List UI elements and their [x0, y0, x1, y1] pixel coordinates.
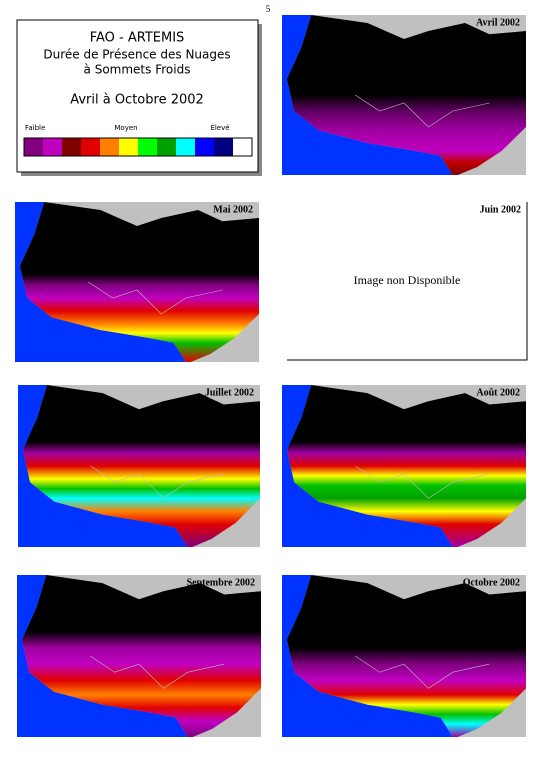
- color-swatch: [176, 138, 195, 156]
- panel-note: Image non Disponible: [354, 273, 461, 287]
- color-bar-border: [23, 137, 253, 157]
- land: [286, 575, 526, 737]
- border-lines: [355, 465, 490, 499]
- color-swatch: [138, 138, 157, 156]
- color-swatch: [119, 138, 138, 156]
- map-panels: Avril 2002 Mai 2002 Image non Disponible Ju…: [15, 15, 528, 737]
- land: [286, 15, 526, 175]
- border-lines: [88, 281, 223, 315]
- panel-frame: [287, 202, 528, 361]
- border-lines: [355, 94, 490, 128]
- legend-subtitle: à Sommets Froids: [84, 63, 191, 77]
- color-swatch: [214, 138, 233, 156]
- scale-label: Moyen: [114, 124, 137, 132]
- scale-label: Élevé: [210, 123, 229, 132]
- panel-label: Septembre 2002: [187, 577, 255, 588]
- color-swatch: [195, 138, 214, 156]
- panel-label: Juin 2002: [480, 204, 521, 215]
- ocean: [282, 575, 453, 737]
- legend-subtitle: Durée de Présence des Nuages: [43, 48, 230, 62]
- land: [22, 385, 261, 547]
- panel-label: Octobre 2002: [463, 577, 520, 588]
- land: [286, 385, 526, 547]
- land: [21, 575, 261, 737]
- color-bar: [23, 137, 253, 157]
- ocean: [18, 385, 188, 547]
- color-swatch: [24, 138, 43, 156]
- panel-label: Avril 2002: [476, 17, 520, 28]
- map-panel: Juillet 2002: [18, 385, 261, 547]
- legend-period: Avril à Octobre 2002: [70, 93, 204, 108]
- panel-label: Mai 2002: [213, 204, 253, 215]
- border-lines: [90, 655, 225, 689]
- legend-box: FAO - ARTEMIS Durée de Présence des Nuag…: [16, 19, 262, 176]
- legend-title: FAO - ARTEMIS: [90, 31, 185, 46]
- ocean: [15, 202, 186, 362]
- panel-label: Juillet 2002: [205, 387, 254, 398]
- color-swatch: [62, 138, 81, 156]
- scale-label: Faible: [25, 124, 45, 132]
- color-swatch: [81, 138, 100, 156]
- color-swatch: [100, 138, 119, 156]
- border-lines: [90, 465, 224, 499]
- panel-label: Août 2002: [476, 387, 520, 398]
- map-panel: Septembre 2002: [17, 575, 261, 737]
- ocean: [282, 385, 453, 547]
- color-swatch: [157, 138, 176, 156]
- ocean: [282, 15, 453, 175]
- map-panel: Image non Disponible Juin 2002: [287, 202, 528, 361]
- color-swatch: [233, 138, 252, 156]
- map-panel: Avril 2002: [282, 15, 526, 175]
- page-number: 5: [266, 4, 271, 14]
- map-panel: Août 2002: [282, 385, 526, 547]
- map-panel: Mai 2002: [15, 202, 259, 362]
- border-lines: [355, 655, 490, 689]
- map-panel: Octobre 2002: [282, 575, 526, 737]
- color-swatch: [43, 138, 62, 156]
- land: [19, 202, 259, 362]
- ocean: [17, 575, 188, 737]
